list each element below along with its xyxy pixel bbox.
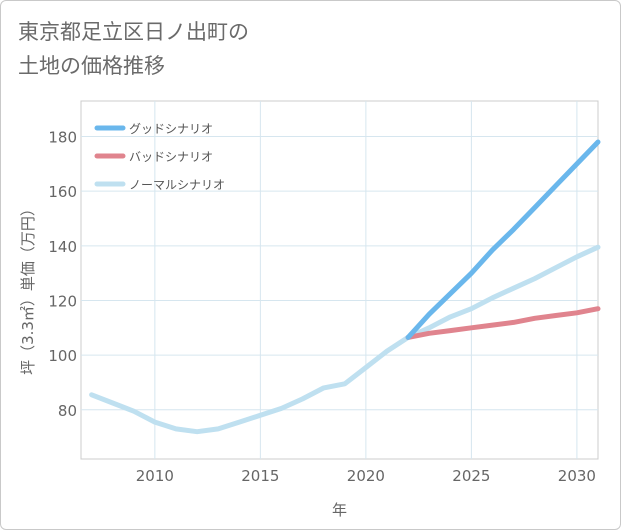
series-line [405,306,601,340]
series-line [405,139,601,340]
y-axis-label: 坪（3.3㎡）単価（万円） [19,201,37,375]
x-tick-label: 2015 [241,467,279,485]
legend-label: ノーマルシナリオ [129,178,225,192]
y-tick-label: 180 [48,129,77,147]
x-tick-label: 2025 [452,467,490,485]
y-tick-label: 100 [48,347,77,365]
x-axis-label: 年 [332,501,347,519]
plot-area [80,100,599,460]
x-tick-label: 2030 [558,467,596,485]
x-tick-label: 2010 [136,467,174,485]
series-line [89,244,601,435]
legend-label: グッドシナリオ [129,122,213,136]
y-tick-label: 80 [58,402,77,420]
y-tick-label: 140 [48,238,77,256]
legend-label: バッドシナリオ [129,150,213,164]
x-tick-label: 2020 [347,467,385,485]
chart-title: 東京都足立区日ノ出町の 土地の価格推移 [18,20,249,78]
y-tick-label: 120 [48,292,77,310]
y-tick-label: 160 [48,183,77,201]
